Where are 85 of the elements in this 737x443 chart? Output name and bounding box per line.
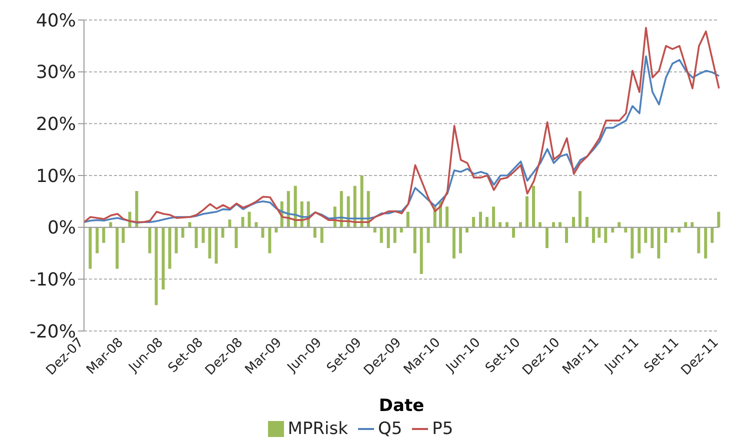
bar xyxy=(644,227,648,243)
bar xyxy=(472,216,476,228)
bar xyxy=(116,227,119,269)
bar xyxy=(268,227,272,254)
bar xyxy=(452,227,456,258)
bar xyxy=(630,227,634,258)
bar xyxy=(618,222,621,228)
bar xyxy=(393,227,396,243)
y-tick-label: 10% xyxy=(36,166,76,187)
bar xyxy=(154,227,158,306)
legend-label: MPRisk xyxy=(288,419,348,439)
bar xyxy=(202,227,205,243)
bar xyxy=(526,196,528,228)
y-tick-label: 30% xyxy=(36,62,76,84)
bar xyxy=(88,227,92,269)
bar xyxy=(459,227,462,254)
bar xyxy=(478,212,482,228)
bar xyxy=(518,222,522,228)
bar xyxy=(697,227,700,254)
bar xyxy=(228,220,232,228)
y-tick-label: -10% xyxy=(29,270,76,291)
bar xyxy=(360,176,364,228)
bar xyxy=(598,227,601,238)
bar xyxy=(512,227,516,238)
y-tick-label: 0% xyxy=(47,218,76,239)
bar xyxy=(498,222,502,228)
bar xyxy=(638,227,641,254)
legend-label: Q5 xyxy=(378,419,402,439)
bar xyxy=(406,212,410,228)
bar xyxy=(552,222,556,228)
bar xyxy=(426,227,430,243)
bar xyxy=(248,212,251,228)
bar xyxy=(486,216,489,228)
bar xyxy=(148,227,152,254)
bar xyxy=(122,227,125,243)
bar xyxy=(109,222,112,228)
bar xyxy=(313,227,316,238)
bar xyxy=(565,227,568,243)
bar xyxy=(188,222,192,228)
bar xyxy=(254,222,258,228)
bar xyxy=(162,227,165,290)
bar xyxy=(241,216,244,228)
bar xyxy=(710,227,714,243)
bar xyxy=(690,222,694,228)
bar xyxy=(684,222,688,228)
bar xyxy=(657,227,660,258)
bar xyxy=(420,227,423,274)
bar xyxy=(380,227,383,243)
bar xyxy=(386,227,390,248)
legend-label: P5 xyxy=(432,419,454,439)
bar xyxy=(320,227,324,243)
bar xyxy=(717,212,720,228)
bar xyxy=(545,227,548,248)
y-tick-label: 20% xyxy=(36,114,76,136)
bar xyxy=(261,227,264,238)
y-tick-label: 40% xyxy=(36,10,76,32)
bar xyxy=(353,186,356,228)
bar xyxy=(664,227,668,243)
bar xyxy=(208,227,212,258)
bar xyxy=(532,186,536,228)
bar xyxy=(214,227,218,264)
bar xyxy=(704,227,708,258)
bar xyxy=(506,222,509,228)
bar xyxy=(181,227,184,238)
bar xyxy=(538,222,542,228)
bar xyxy=(578,191,582,228)
bar xyxy=(650,227,654,248)
bar xyxy=(294,186,297,228)
bar xyxy=(585,216,588,228)
bar xyxy=(174,227,178,254)
bar xyxy=(558,222,562,228)
bar xyxy=(592,227,595,243)
bar xyxy=(572,216,576,228)
bar xyxy=(413,227,416,254)
bar xyxy=(221,227,224,238)
bar xyxy=(168,227,172,269)
bar xyxy=(194,227,198,248)
bar xyxy=(102,227,106,243)
bar xyxy=(492,206,496,228)
bar xyxy=(234,227,238,248)
bar xyxy=(446,206,449,228)
bar xyxy=(96,227,99,254)
bar xyxy=(135,191,138,228)
bar xyxy=(604,227,608,243)
x-axis-title: Date xyxy=(378,396,424,416)
